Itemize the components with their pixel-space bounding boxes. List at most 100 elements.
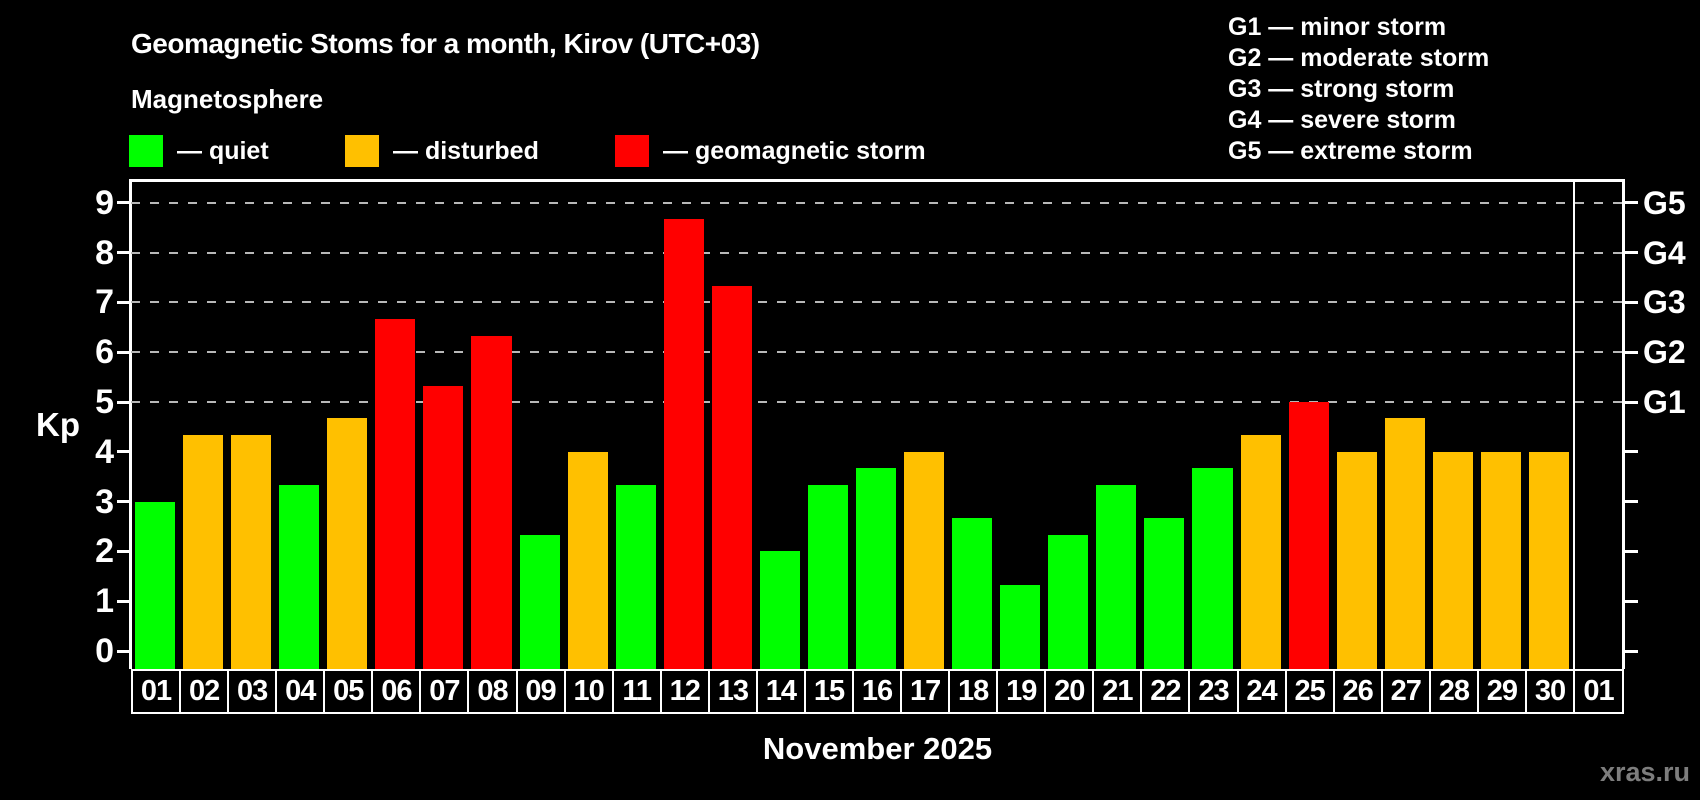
day-label-row: 01 02 03 04 05 06 07 08 09 10 11 12 13 14 15 16 17 18 19 20… bbox=[131, 669, 1624, 714]
legend-label-storm: — geomagnetic storm bbox=[663, 136, 926, 165]
watermark: xras.ru bbox=[1599, 757, 1690, 787]
kp-bar-day-09 bbox=[519, 534, 560, 669]
day-label-11: 11 bbox=[611, 671, 660, 712]
kp-bar-day-13 bbox=[711, 285, 752, 669]
kp-bar-day-24 bbox=[1240, 435, 1281, 669]
y-axis-tick-left-5 bbox=[117, 400, 131, 404]
y-axis-tick-left-1 bbox=[117, 599, 131, 603]
kp-bar-day-08 bbox=[471, 335, 512, 669]
g-legend-line-g1: G1 — minor storm bbox=[1228, 13, 1447, 41]
disturbed-swatch-icon bbox=[345, 135, 379, 167]
kp-bar-day-05 bbox=[327, 418, 368, 669]
day-label-17: 17 bbox=[900, 671, 948, 712]
kp-bar-day-06 bbox=[375, 318, 416, 669]
kp-bar-day-26 bbox=[1336, 451, 1377, 669]
y-axis-tick-left-7 bbox=[117, 300, 131, 304]
day-label-20: 20 bbox=[1044, 671, 1092, 712]
day-label-03: 03 bbox=[227, 671, 275, 712]
storm-swatch-icon bbox=[615, 135, 649, 167]
day-label-05: 05 bbox=[323, 671, 371, 712]
y-axis-tick-left-8 bbox=[117, 251, 131, 255]
y-axis-tick-right-2 bbox=[1624, 549, 1638, 553]
chart-title: Geomagnetic Stoms for a month, Kirov (UT… bbox=[131, 28, 760, 59]
y-axis-label-7: 7 bbox=[95, 283, 114, 322]
y-axis-tick-right-0 bbox=[1624, 649, 1638, 653]
kp-bar-day-04 bbox=[279, 485, 320, 669]
day-label-next-month-01: 01 bbox=[1573, 671, 1624, 712]
x-axis-title: November 2025 bbox=[762, 731, 993, 766]
day-label-18: 18 bbox=[948, 671, 996, 712]
kp-bar-day-30 bbox=[1528, 451, 1569, 669]
day-label-07: 07 bbox=[419, 671, 467, 712]
y-axis-label-9: 9 bbox=[95, 183, 114, 222]
plot-area bbox=[131, 182, 1624, 669]
day-label-02: 02 bbox=[179, 671, 227, 712]
gridline-kp-7 bbox=[131, 301, 1624, 304]
day-label-14: 14 bbox=[755, 671, 804, 712]
right-axis-label-g2: G2 bbox=[1643, 334, 1686, 371]
kp-bar-day-25 bbox=[1288, 402, 1329, 669]
kp-bar-day-21 bbox=[1096, 485, 1137, 669]
gridline-kp-9 bbox=[131, 201, 1624, 204]
right-axis-label-g5: G5 bbox=[1643, 184, 1686, 221]
kp-bar-day-03 bbox=[231, 435, 272, 669]
kp-bar-day-01 bbox=[135, 501, 176, 669]
kp-bar-day-15 bbox=[807, 485, 848, 669]
day-label-12: 12 bbox=[659, 671, 708, 712]
day-label-08: 08 bbox=[467, 671, 515, 712]
day-label-29: 29 bbox=[1476, 671, 1525, 712]
chart-subtitle: Magnetosphere bbox=[131, 84, 324, 114]
kp-bar-day-12 bbox=[663, 219, 704, 669]
y-axis-tick-right-4 bbox=[1624, 450, 1638, 454]
y-axis-line bbox=[129, 179, 132, 669]
kp-bar-day-28 bbox=[1432, 451, 1473, 669]
y-axis-tick-left-2 bbox=[117, 549, 131, 553]
kp-bar-day-18 bbox=[952, 518, 993, 669]
y-axis-tick-left-3 bbox=[117, 500, 131, 504]
kp-bar-day-02 bbox=[183, 435, 224, 669]
legend-item-quiet: — quiet bbox=[129, 135, 269, 167]
kp-bar-day-11 bbox=[615, 485, 656, 669]
day-label-15: 15 bbox=[803, 671, 852, 712]
y-axis-tick-left-6 bbox=[117, 350, 131, 354]
day-label-10: 10 bbox=[563, 671, 612, 712]
g-legend-line-g3: G3 — strong storm bbox=[1228, 75, 1455, 103]
y-axis-tick-left-9 bbox=[117, 201, 131, 205]
day-label-21: 21 bbox=[1092, 671, 1140, 712]
legend-item-disturbed: — disturbed bbox=[345, 135, 539, 167]
y-axis-tick-left-4 bbox=[117, 450, 131, 454]
g-legend-line-g4: G4 — severe storm bbox=[1228, 106, 1456, 134]
right-axis-label-g1: G1 bbox=[1643, 384, 1686, 420]
y-axis-tick-right-5 bbox=[1624, 400, 1638, 404]
plot-top-border bbox=[129, 179, 1625, 182]
gridline-kp-5 bbox=[131, 401, 1624, 403]
day-label-24: 24 bbox=[1236, 671, 1285, 712]
kp-bar-day-29 bbox=[1480, 451, 1521, 669]
day-label-19: 19 bbox=[996, 671, 1044, 712]
y-axis-tick-right-8 bbox=[1624, 251, 1638, 255]
kp-bar-day-22 bbox=[1144, 518, 1185, 669]
y-axis-tick-right-9 bbox=[1624, 201, 1638, 205]
day-label-26: 26 bbox=[1332, 671, 1381, 712]
y-axis-label-6: 6 bbox=[95, 333, 114, 372]
day-label-28: 28 bbox=[1428, 671, 1477, 712]
g-scale-legend: G1 — minor storm G2 — moderate storm G3 … bbox=[1228, 12, 1489, 167]
y-axis-label-3: 3 bbox=[95, 482, 114, 521]
y-axis-label-1: 1 bbox=[95, 582, 114, 621]
day-label-06: 06 bbox=[371, 671, 419, 712]
kp-bar-day-20 bbox=[1048, 534, 1089, 669]
y-axis-tick-right-7 bbox=[1624, 300, 1638, 304]
y-axis-tick-right-1 bbox=[1624, 599, 1638, 603]
kp-bar-day-14 bbox=[759, 551, 800, 669]
g-legend-line-g5: G5 — extreme storm bbox=[1228, 137, 1473, 165]
day-label-09: 09 bbox=[515, 671, 564, 712]
day-label-23: 23 bbox=[1188, 671, 1236, 712]
day-label-13: 13 bbox=[707, 671, 756, 712]
g-legend-line-g2: G2 — moderate storm bbox=[1228, 44, 1490, 72]
day-label-01: 01 bbox=[131, 671, 179, 712]
y-axis-label-5: 5 bbox=[95, 383, 114, 421]
day-label-25: 25 bbox=[1284, 671, 1333, 712]
right-axis-label-g3: G3 bbox=[1643, 284, 1686, 321]
y-axis-label-2: 2 bbox=[95, 532, 114, 571]
